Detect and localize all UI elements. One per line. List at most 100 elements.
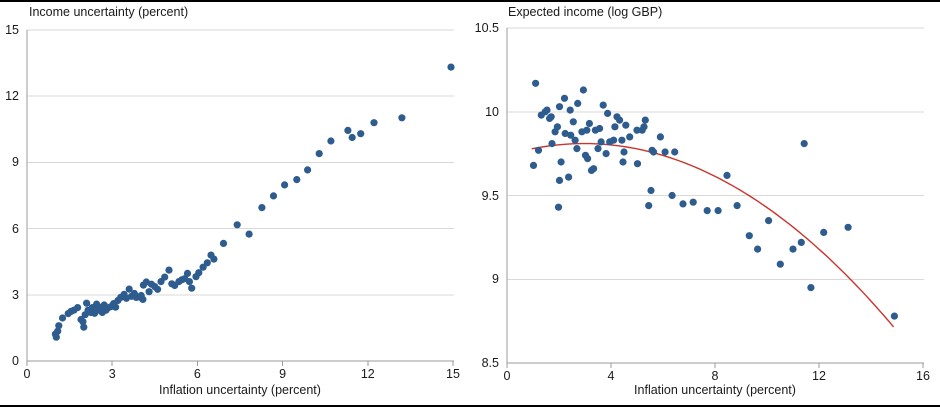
data-point [611, 123, 619, 131]
data-point [754, 245, 762, 253]
data-point [315, 150, 323, 158]
data-point [566, 106, 574, 114]
data-point [112, 303, 120, 311]
data-point [293, 176, 301, 184]
data-point [567, 131, 575, 139]
data-point [534, 146, 543, 154]
data-point [532, 79, 540, 87]
data-point [398, 114, 406, 122]
data-point [54, 327, 62, 335]
x-tick-label: 15 [446, 367, 460, 381]
data-point [52, 333, 60, 341]
data-point [258, 204, 266, 212]
x-tick-label: 16 [916, 369, 930, 383]
data-point [579, 86, 588, 94]
x-tick-label: 4 [607, 369, 615, 383]
data-point [633, 160, 642, 168]
left-panel-title: Income uncertainty (percent) [29, 5, 189, 19]
y-tick-label: 9 [492, 272, 499, 287]
data-point [645, 202, 653, 210]
data-point [55, 322, 63, 330]
data-point [183, 269, 192, 277]
data-point [165, 266, 173, 274]
x-tick-label: 0 [23, 367, 31, 381]
data-point [357, 130, 365, 138]
right-x-axis-label: Inflation uncertainty (percent) [634, 383, 796, 397]
data-point [554, 203, 563, 211]
data-point [599, 101, 607, 109]
y-tick-label: 15 [5, 23, 19, 37]
data-point [185, 278, 193, 286]
data-point [161, 273, 169, 281]
data-point [626, 133, 634, 141]
y-tick-label: 6 [12, 221, 19, 236]
data-point [647, 186, 655, 195]
data-point [745, 232, 753, 240]
data-point [529, 161, 538, 169]
data-point [327, 137, 335, 145]
x-tick-label: 12 [360, 367, 375, 381]
data-point [671, 148, 679, 156]
data-point [590, 165, 598, 173]
data-point [561, 129, 569, 138]
data-point [656, 133, 665, 141]
data-point [370, 119, 378, 127]
data-point [610, 136, 618, 144]
x-tick-label: 9 [279, 367, 287, 381]
data-point [800, 140, 808, 148]
right-panel-title: Expected income (log GBP) [508, 5, 663, 19]
data-point [560, 94, 569, 102]
x-tick-label: 0 [503, 369, 511, 383]
data-point [574, 99, 582, 107]
data-point [619, 158, 627, 166]
data-point [776, 260, 784, 268]
left-x-axis-label: Inflation uncertainty (percent) [159, 383, 321, 397]
data-point [154, 285, 162, 293]
data-point [584, 155, 592, 163]
data-point [890, 312, 899, 320]
data-point [203, 259, 211, 267]
data-point [640, 123, 648, 131]
data-point [668, 191, 676, 200]
data-point [723, 171, 731, 179]
data-point [543, 106, 551, 114]
data-point [79, 318, 87, 326]
data-point [555, 103, 564, 111]
data-point [139, 295, 147, 303]
x-tick-label: 6 [193, 367, 201, 381]
data-point [703, 207, 711, 215]
data-point [245, 230, 253, 238]
data-point [679, 200, 687, 208]
data-point [596, 124, 604, 133]
data-point [553, 123, 562, 131]
data-point [195, 269, 203, 277]
y-tick-label: 9.5 [481, 188, 499, 203]
y-tick-label: 10 [485, 104, 499, 119]
data-point [74, 304, 82, 312]
data-point [80, 323, 88, 331]
y-tick-label: 9 [12, 155, 19, 170]
data-point [569, 118, 577, 126]
data-point [714, 207, 722, 215]
data-point [620, 148, 628, 156]
data-point [348, 133, 356, 142]
data-point [585, 119, 594, 128]
data-point [281, 181, 289, 189]
data-point [547, 113, 555, 121]
figure-bottom-border [0, 405, 940, 407]
data-point [807, 284, 815, 292]
data-point [304, 166, 312, 174]
x-tick-label: 3 [108, 367, 116, 381]
data-point [820, 228, 828, 236]
data-point [219, 239, 228, 247]
y-tick-label: 8.5 [481, 356, 499, 370]
data-point [210, 255, 218, 263]
data-point [602, 150, 610, 158]
data-point [689, 198, 697, 206]
data-point [650, 148, 658, 156]
data-point [447, 63, 455, 71]
data-point [661, 148, 669, 156]
data-point [344, 126, 352, 134]
data-point [548, 140, 556, 148]
